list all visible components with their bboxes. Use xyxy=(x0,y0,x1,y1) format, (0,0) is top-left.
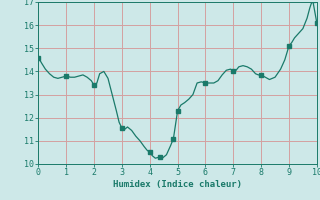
X-axis label: Humidex (Indice chaleur): Humidex (Indice chaleur) xyxy=(113,180,242,189)
